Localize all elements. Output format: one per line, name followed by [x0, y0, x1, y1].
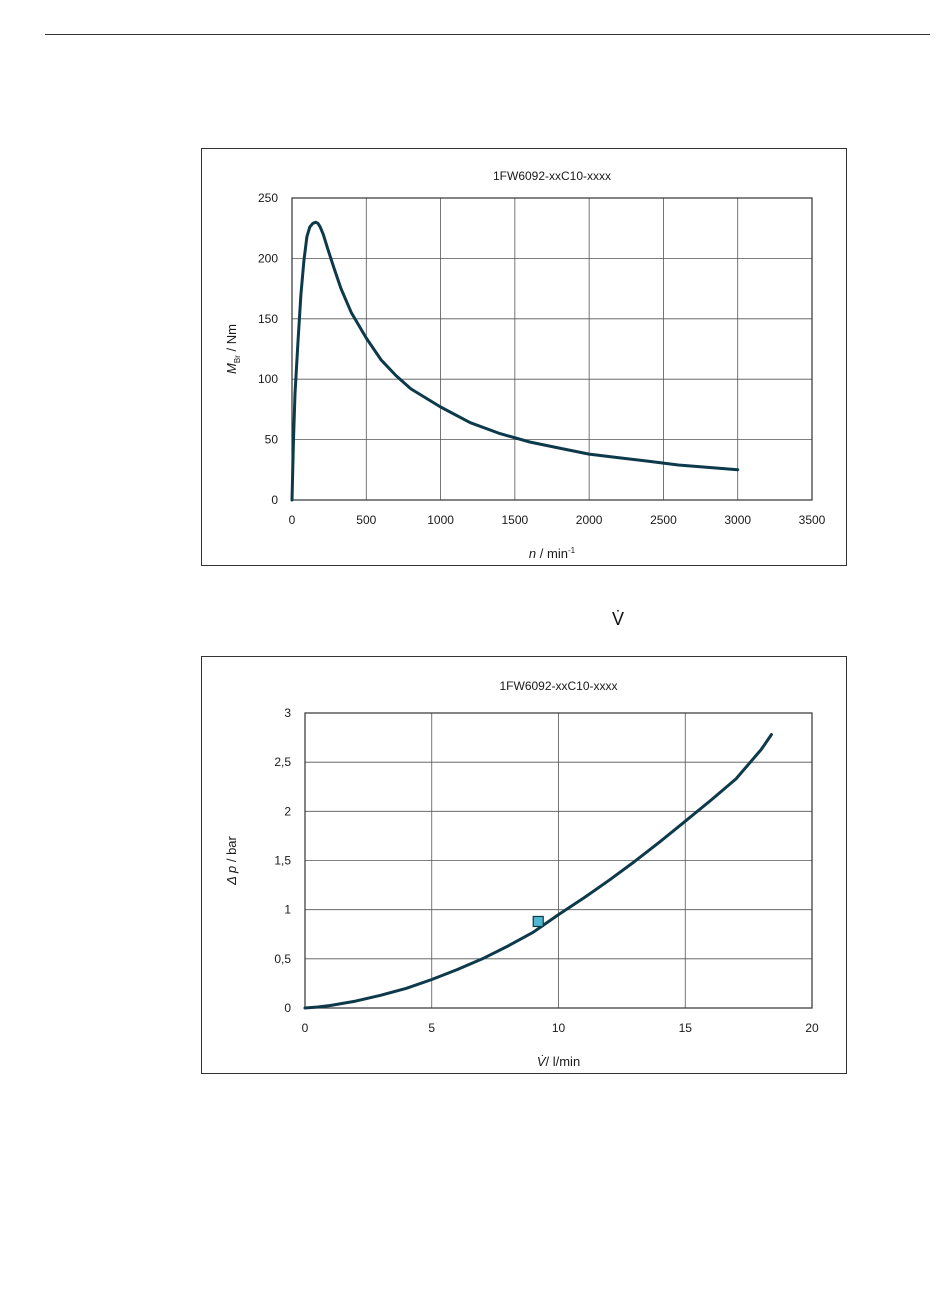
x-tick-label: 0: [289, 513, 296, 527]
series-line: [290, 220, 740, 502]
x-axis-label: V̇/ l/min: [537, 1054, 580, 1069]
x-tick-label: 20: [805, 1021, 819, 1035]
y-tick-label: 1,5: [274, 854, 291, 868]
chart-title: 1FW6092-xxC10-xxxx: [493, 169, 611, 183]
x-axis-label-unit: / min: [536, 546, 568, 561]
y-axis-label: Δ p / bar: [224, 835, 239, 885]
series-line: [303, 733, 773, 1010]
y-axis-label-var: Δ p: [224, 866, 239, 886]
y-tick-label: 0: [284, 1001, 291, 1015]
x-tick-label: 500: [356, 513, 376, 527]
y-axis-label: MBr / Nm: [224, 324, 242, 374]
x-axis-label-sup: -1: [568, 546, 576, 555]
x-tick-label: 1500: [502, 513, 529, 527]
x-tick-label: 2500: [650, 513, 677, 527]
y-tick-label: 0,5: [274, 952, 291, 966]
x-axis-label-var: V̇: [537, 1054, 547, 1069]
x-tick-label: 0: [302, 1021, 309, 1035]
chart-title: 1FW6092-xxC10-xxxx: [499, 679, 617, 693]
x-tick-label: 15: [679, 1021, 693, 1035]
x-axis-label-var: n: [529, 546, 536, 561]
x-tick-label: 5: [428, 1021, 435, 1035]
x-tick-label: 10: [552, 1021, 566, 1035]
y-axis-label-var: M: [224, 363, 239, 374]
x-tick-label: 2000: [576, 513, 603, 527]
y-tick-label: 150: [258, 312, 278, 326]
y-tick-label: 2: [284, 804, 291, 818]
y-tick-label: 200: [258, 251, 278, 265]
y-tick-label: 1: [284, 903, 291, 917]
y-axis-label-unit: / bar: [224, 835, 239, 865]
pressure-drop-chart: 1FW6092-xxC10-xxxx 0 5 10 15 20 0 0,5 1 1,5 2 2,5 3 V…: [201, 656, 847, 1074]
y-tick-label: 250: [258, 191, 278, 205]
x-tick-label: 1000: [427, 513, 454, 527]
y-tick-label: 50: [265, 433, 279, 447]
brake-torque-chart: 1FW6092-xxC10-xxxx 0 500 1000 1500 2000 2500 30…: [201, 148, 847, 566]
operating-point-marker: [532, 915, 544, 928]
y-axis-label-unit: / Nm: [224, 324, 239, 355]
y-tick-label: 0: [271, 493, 278, 507]
y-tick-label: 2,5: [274, 755, 291, 769]
plot-area-border: [291, 197, 813, 501]
x-axis-label-unit: / l/min: [546, 1054, 581, 1069]
x-axis-label: n / min-1: [529, 546, 576, 561]
y-axis-label-sub: Br: [233, 355, 242, 363]
x-tick-label: 3000: [724, 513, 751, 527]
y-tick-label: 100: [258, 372, 278, 386]
plot-area-border: [304, 712, 813, 1009]
flow-rate-symbol: V̇: [612, 609, 625, 629]
y-tick-label: 3: [284, 706, 291, 720]
x-tick-label: 3500: [799, 513, 826, 527]
pressure-drop-chart-svg: 1FW6092-xxC10-xxxx 0 5 10 15 20 0 0,5 1 1,5 2 2,5 3 V…: [224, 679, 819, 1069]
top-rule: [45, 34, 930, 35]
